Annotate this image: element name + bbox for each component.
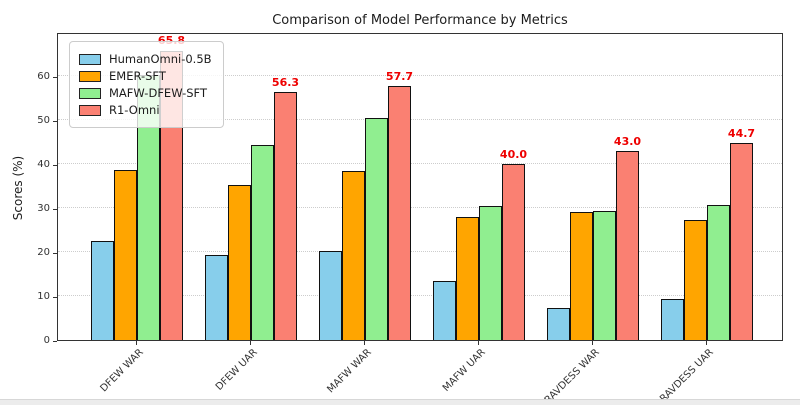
y-tick-label-10: 10	[37, 291, 50, 302]
x-tick-mark	[478, 341, 479, 345]
x-tick-label-dfew-uar: DFEW UAR	[213, 347, 260, 393]
bar-emer-sft-0	[114, 169, 137, 340]
legend-item-humanomni-0-5b: HumanOmni-0.5B	[79, 52, 212, 66]
x-tick-label-dfew-war: DFEW WAR	[98, 347, 146, 395]
bar-r1-omni-3	[502, 164, 525, 340]
y-tick-mark	[53, 341, 57, 342]
bar-value-label: 43.0	[613, 134, 642, 148]
chart-title: Comparison of Model Performance by Metri…	[272, 13, 568, 28]
y-tick-mark	[53, 297, 57, 298]
bar-group-mafw-uar: 40.0	[433, 34, 528, 340]
bar-value-label: 57.7	[385, 70, 414, 84]
gridline-y60	[58, 75, 782, 76]
gridline-y10	[58, 295, 782, 296]
legend-item-emer-sft: EMER-SFT	[79, 69, 212, 83]
x-tick-mark	[592, 341, 593, 345]
y-tick-mark	[53, 253, 57, 254]
legend-label: HumanOmni-0.5B	[109, 52, 212, 66]
legend-swatch-icon	[79, 87, 101, 99]
x-tick-label-mafw-uar: MAFW UAR	[440, 347, 488, 394]
y-tick-label-30: 30	[37, 203, 50, 214]
legend-swatch-icon	[79, 53, 101, 65]
x-tick-mark	[706, 341, 707, 345]
gridline-y20	[58, 251, 782, 252]
bar-r1-omni-5	[730, 143, 753, 340]
bar-emer-sft-3	[456, 216, 479, 340]
bar-mafw-dfew-sft-1	[251, 144, 274, 340]
bar-humanomni-0-5b-2	[319, 251, 342, 340]
legend-swatch-icon	[79, 70, 101, 82]
y-tick-label-40: 40	[37, 159, 50, 170]
x-tick-mark	[136, 341, 137, 345]
bar-emer-sft-2	[342, 171, 365, 340]
legend-label: MAFW-DFEW-SFT	[109, 86, 207, 100]
legend-item-mafw-dfew-sft: MAFW-DFEW-SFT	[79, 86, 212, 100]
bar-mafw-dfew-sft-5	[707, 204, 730, 340]
bar-emer-sft-5	[684, 220, 707, 340]
y-tick-label-20: 20	[37, 247, 50, 258]
gridline-y30	[58, 207, 782, 208]
gridline-y50	[58, 119, 782, 120]
bar-r1-omni-4	[616, 150, 639, 340]
bar-group-ravdess-uar: 44.7	[661, 34, 756, 340]
legend-item-r1-omni: R1-Omni	[79, 103, 212, 117]
y-axis-title: Scores (%)	[11, 155, 25, 221]
x-tick-mark	[250, 341, 251, 345]
x-tick-label-mafw-war: MAFW WAR	[325, 347, 374, 396]
plot-area: 65.856.357.740.043.044.7 HumanOmni-0.5BE…	[57, 33, 783, 341]
y-tick-mark	[53, 121, 57, 122]
x-tick-mark	[364, 341, 365, 345]
bar-mafw-dfew-sft-4	[593, 211, 616, 340]
bar-group-dfew-uar: 56.3	[205, 34, 300, 340]
legend: HumanOmni-0.5B EMER-SFT MAFW-DFEW-SFT R1-Om…	[69, 41, 224, 128]
bar-emer-sft-1	[228, 184, 251, 340]
bar-group-ravdess-war: 43.0	[547, 34, 642, 340]
y-tick-label-0: 0	[43, 335, 50, 346]
bar-humanomni-0-5b-0	[91, 240, 114, 340]
bar-group-mafw-war: 57.7	[319, 34, 414, 340]
legend-swatch-icon	[79, 104, 101, 116]
legend-label: EMER-SFT	[109, 69, 166, 83]
bar-humanomni-0-5b-3	[433, 280, 456, 340]
y-tick-mark	[53, 77, 57, 78]
window-bottom-strip	[0, 399, 800, 405]
bar-value-label: 44.7	[727, 127, 756, 141]
bar-emer-sft-4	[570, 212, 593, 340]
y-tick-label-60: 60	[37, 71, 50, 82]
bar-r1-omni-1	[274, 92, 297, 340]
bar-humanomni-0-5b-4	[547, 307, 570, 340]
bar-humanomni-0-5b-1	[205, 254, 228, 340]
bar-value-label: 56.3	[271, 76, 300, 90]
y-tick-label-50: 50	[37, 115, 50, 126]
gridline-y40	[58, 163, 782, 164]
y-tick-mark	[53, 165, 57, 166]
bar-humanomni-0-5b-5	[661, 298, 684, 340]
bar-mafw-dfew-sft-3	[479, 206, 502, 340]
bar-value-label: 40.0	[499, 148, 528, 161]
x-tick-label-ravdess-uar: RAVDESS UAR	[658, 347, 716, 405]
x-tick-label-ravdess-war: RAVDESS WAR	[542, 347, 602, 406]
legend-label: R1-Omni	[109, 103, 160, 117]
bar-mafw-dfew-sft-2	[365, 118, 388, 340]
bar-r1-omni-2	[388, 86, 411, 340]
y-tick-mark	[53, 209, 57, 210]
